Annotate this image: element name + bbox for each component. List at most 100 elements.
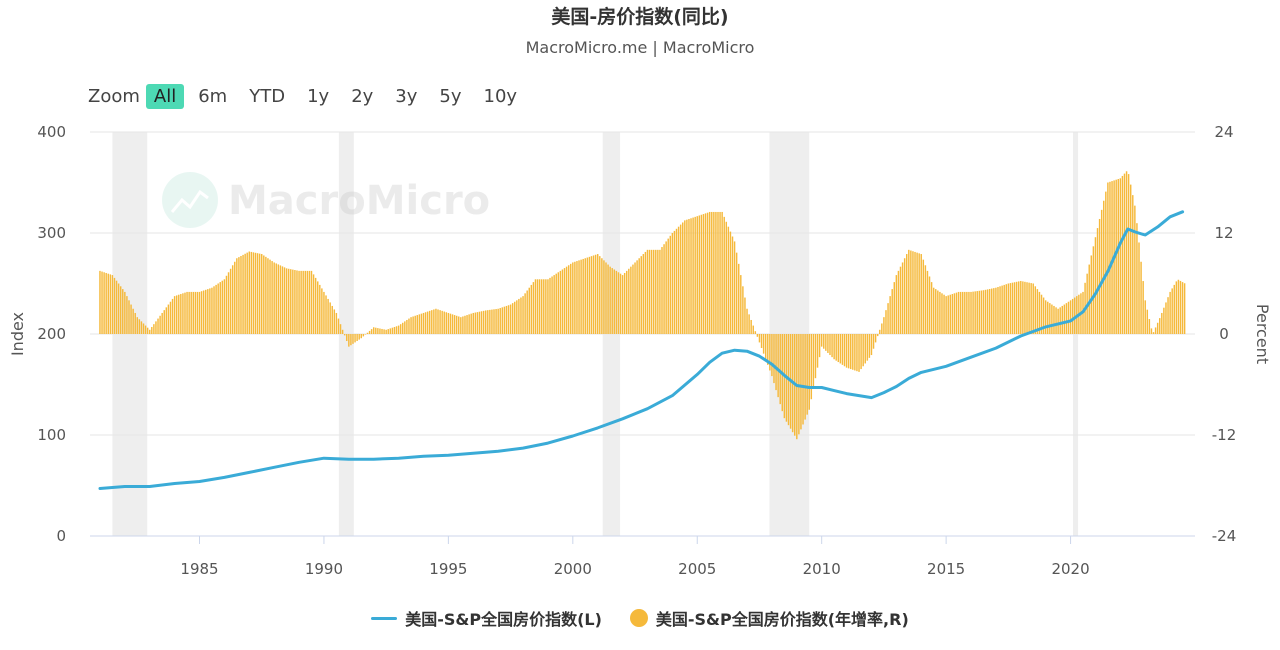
zoom-5y-button[interactable]: 5y (439, 85, 462, 107)
yoy-bar (839, 334, 842, 364)
yoy-bar (1051, 304, 1053, 334)
yoy-bar (725, 221, 728, 334)
yoy-bar (621, 275, 624, 334)
yoy-bar (611, 268, 613, 334)
yoy-bar (294, 270, 296, 334)
yoy-bar (356, 334, 358, 342)
yoy-bar (746, 308, 748, 334)
yoy-bar (325, 295, 327, 334)
yoy-bar (825, 334, 827, 351)
yoy-bar (516, 300, 518, 334)
yoy-bar (219, 282, 221, 334)
yoy-bar (368, 330, 371, 334)
yoy-bar (244, 253, 246, 334)
yoy-bar (385, 329, 387, 334)
zoom-10y-button[interactable]: 10y (483, 85, 518, 107)
yoy-bar (814, 334, 817, 379)
yoy-bar (1092, 246, 1095, 334)
yoy-bar (453, 315, 456, 334)
yoy-bar (109, 274, 112, 334)
yoy-bar (939, 291, 941, 334)
yoy-bar (663, 244, 665, 334)
yoy-bar (460, 317, 462, 334)
yoy-bar (341, 329, 344, 334)
yoy-bar (346, 334, 348, 342)
zoom-ytd-button[interactable]: YTD (249, 85, 286, 107)
yoy-bar (1181, 282, 1184, 334)
yoy-bar (209, 288, 211, 334)
zoom-all-button[interactable]: All (145, 83, 185, 109)
yoy-bar (246, 252, 248, 334)
yoy-bar (267, 258, 269, 334)
yoy-bar (358, 334, 360, 340)
yoy-bar (171, 298, 174, 334)
yoy-bar (366, 332, 369, 334)
yoy-bar (1022, 281, 1024, 334)
yoy-bar (860, 334, 862, 370)
yoy-bar (582, 258, 584, 334)
right-tick-label: 0 (1219, 325, 1229, 343)
yoy-bar (124, 291, 126, 334)
watermark: MacroMicro (162, 172, 490, 228)
yoy-bar (155, 321, 157, 334)
yoy-bar (594, 254, 597, 334)
yoy-bar (891, 289, 893, 334)
yoy-bar (480, 311, 483, 334)
zoom-6m-button[interactable]: 6m (198, 85, 228, 107)
zoom-1y-button[interactable]: 1y (307, 85, 330, 107)
yoy-bar (468, 314, 470, 334)
yoy-bar (337, 318, 340, 334)
yoy-bar (437, 309, 439, 334)
yoy-bar (609, 266, 611, 334)
yoy-bar (265, 256, 267, 334)
yoy-bar (1009, 283, 1012, 334)
yoy-bar (242, 254, 244, 334)
yoy-bar (175, 295, 178, 334)
yoy-bar (1117, 178, 1119, 334)
yoy-bar (474, 312, 477, 334)
yoy-bar (1161, 312, 1163, 334)
legend-item-index[interactable]: 美国-S&P全国房价指数(L) (371, 606, 602, 630)
yoy-bar (466, 315, 468, 334)
yoy-bar (283, 267, 286, 334)
yoy-bar (540, 279, 543, 334)
yoy-bar (370, 329, 373, 334)
yoy-bar (258, 253, 261, 334)
yoy-bar (476, 312, 479, 334)
yoy-bar (570, 263, 572, 334)
yoy-bar (273, 262, 275, 334)
zoom-label: Zoom (88, 85, 140, 107)
yoy-bar (1098, 218, 1101, 334)
yoy-bar (833, 334, 835, 360)
yoy-bar (588, 256, 591, 334)
yoy-bar (142, 323, 145, 334)
yoy-bar (626, 270, 628, 334)
yoy-bar (1136, 223, 1138, 334)
yoy-bar (729, 231, 732, 334)
yoy-bar (966, 291, 968, 334)
yoy-bar (563, 268, 566, 334)
yoy-bar (327, 298, 329, 334)
yoy-bar (520, 297, 522, 334)
yoy-bar (657, 249, 659, 334)
yoy-bar (300, 270, 302, 334)
yoy-bar (1129, 184, 1132, 334)
yoy-bar (329, 302, 331, 334)
yoy-bar (314, 277, 317, 334)
zoom-3y-button[interactable]: 3y (395, 85, 418, 107)
yoy-bar (339, 324, 342, 334)
yoy-bar (451, 314, 454, 334)
yoy-bar (1034, 286, 1037, 334)
zoom-2y-button[interactable]: 2y (351, 85, 374, 107)
yoy-bar (889, 296, 891, 334)
yoy-bar (547, 279, 549, 334)
yoy-bar (700, 214, 703, 334)
yoy-bar (835, 334, 837, 361)
yoy-bar (928, 276, 931, 334)
yoy-bar (526, 290, 528, 334)
yoy-bar (489, 309, 491, 334)
yoy-bar (964, 291, 966, 334)
yoy-bar (677, 226, 680, 334)
legend-item-yoy[interactable]: 美国-S&P全国房价指数(年增率,R) (629, 606, 909, 630)
yoy-bar (1167, 297, 1169, 334)
